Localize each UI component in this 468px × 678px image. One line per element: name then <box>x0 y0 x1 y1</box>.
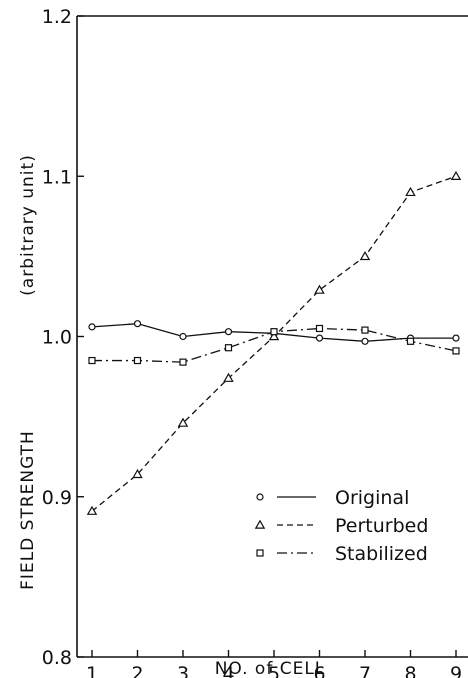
perturbed-data-point <box>359 250 371 261</box>
x-tick-label: 7 <box>359 663 371 678</box>
original-data-point <box>88 323 96 331</box>
original-data-point <box>452 334 460 342</box>
stabilized-data-point <box>315 324 324 333</box>
x-tick-label: 1 <box>86 663 98 678</box>
perturbed-legend-label: Perturbed <box>335 515 428 537</box>
original-data-point <box>133 320 142 328</box>
y-axis-title-unit: (arbitrary unit) <box>18 154 38 296</box>
perturbed-data-point <box>314 284 325 294</box>
x-tick-label: 2 <box>131 663 143 678</box>
x-tick-label: 6 <box>313 663 325 678</box>
perturbed-data-point <box>405 186 416 197</box>
original-legend-marker <box>256 493 264 501</box>
y-axis-title: FIELD STRENGTH (arbitrary unit) <box>18 154 38 590</box>
x-tick-label: 3 <box>177 663 189 678</box>
y-tick-label: 0.9 <box>42 487 72 509</box>
stabilized-data-point <box>224 344 233 352</box>
x-tick-label: 8 <box>404 663 416 678</box>
original-data-point <box>315 334 324 342</box>
stabilized-data-point <box>452 347 460 355</box>
x-tick-label: 4 <box>222 663 234 678</box>
x-tick-label: 5 <box>268 663 280 678</box>
stabilized-data-point <box>88 356 96 365</box>
original-data-point <box>179 332 187 341</box>
stabilized-data-point <box>406 337 415 345</box>
stabilized-data-point <box>361 326 369 334</box>
stabilized-data-point <box>270 328 278 336</box>
original-legend-label: Original <box>335 487 409 509</box>
stabilized-legend-label: Stabilized <box>335 543 428 565</box>
x-tick-label: 9 <box>450 663 462 678</box>
y-tick-label: 1.2 <box>42 6 72 28</box>
perturbed-data-point <box>223 372 234 382</box>
y-tick-label: 1.1 <box>42 166 72 188</box>
axis-ticks: 1 2 3 4 5 6 7 8 9 0.8 0.9 1.0 1.1 1.2 <box>42 6 462 678</box>
series-layer <box>86 170 462 515</box>
x-axis-title: NO. of CELL <box>215 659 326 678</box>
stabilized-data-point <box>179 358 187 366</box>
original-data-point <box>361 337 369 345</box>
perturbed-data-point <box>450 170 462 180</box>
stabilized-legend-marker <box>256 549 264 557</box>
original-data-point <box>224 328 233 336</box>
y-axis-title-main: FIELD STRENGTH <box>18 430 38 590</box>
stabilized-data-point <box>133 356 142 365</box>
perturbed-series-line <box>91 175 457 512</box>
perturbed-data-point <box>132 468 143 479</box>
perturbed-data-point <box>177 417 189 427</box>
y-tick-label: 1.0 <box>42 327 72 349</box>
legend: Original Perturbed Stabilized <box>254 487 428 565</box>
perturbed-legend-marker <box>254 519 266 529</box>
perturbed-data-point <box>86 505 98 515</box>
perturbed-data-point <box>268 331 280 341</box>
y-tick-label: 0.8 <box>42 647 72 669</box>
